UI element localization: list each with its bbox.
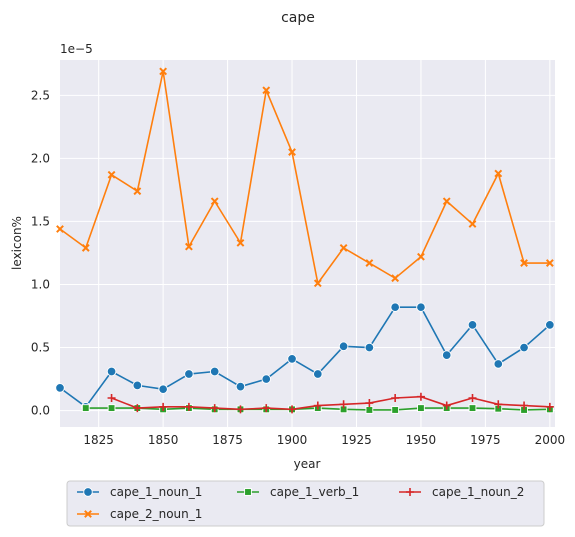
y-tick-label: 1.0	[31, 277, 50, 291]
legend-swatch-marker	[245, 489, 252, 496]
x-tick-label: 1950	[406, 433, 437, 447]
y-tick-label: 0.0	[31, 404, 50, 418]
y-axis-label: lexicon%	[10, 216, 24, 270]
x-tick-label: 2000	[535, 433, 566, 447]
data-point	[468, 321, 477, 330]
legend-swatch-marker	[84, 488, 93, 497]
data-point	[236, 382, 245, 391]
legend-label: cape_2_noun_1	[110, 507, 202, 521]
y-tick-label: 1.5	[31, 214, 50, 228]
data-point	[442, 351, 451, 360]
data-point	[133, 381, 142, 390]
data-point	[108, 405, 115, 412]
data-point	[418, 405, 425, 412]
x-tick-label: 1825	[83, 433, 114, 447]
data-point	[494, 360, 503, 369]
y-tick-label: 0.5	[31, 341, 50, 355]
data-point	[159, 385, 168, 394]
data-point	[185, 370, 194, 379]
data-point	[288, 355, 297, 364]
x-tick-label: 1875	[212, 433, 243, 447]
data-point	[417, 303, 426, 312]
x-tick-label: 1925	[341, 433, 372, 447]
data-point	[339, 342, 348, 351]
data-point	[314, 370, 323, 379]
legend-label: cape_1_noun_1	[110, 485, 202, 499]
chart-title: cape	[281, 10, 315, 26]
legend: cape_1_noun_1 cape_1_verb_1 cape_1_noun_2c…	[67, 481, 544, 526]
x-axis-label: year	[294, 457, 321, 471]
x-tick-label: 1850	[148, 433, 179, 447]
y-tick-label: 2.0	[31, 151, 50, 165]
data-point	[365, 343, 374, 352]
y-tick-label: 2.5	[31, 88, 50, 102]
data-point	[391, 303, 400, 312]
data-point	[469, 405, 476, 412]
data-point	[82, 405, 89, 412]
x-tick-label: 1900	[277, 433, 308, 447]
data-point	[546, 321, 555, 330]
data-point	[520, 343, 529, 352]
data-point	[262, 375, 271, 384]
data-point	[210, 367, 219, 376]
legend-label: cape_1_verb_1	[270, 485, 359, 499]
data-point	[56, 384, 65, 393]
y-offset-label: 1e−5	[60, 42, 93, 56]
data-point	[107, 367, 116, 376]
plot-area	[60, 60, 555, 427]
legend-label: cape_1_noun_2	[432, 485, 524, 499]
data-point	[366, 407, 373, 414]
data-point	[392, 407, 399, 414]
x-tick-labels: 1825 1850 1875 1900 1925 1950 1975 2000	[83, 433, 565, 447]
y-tick-labels: 0.0 0.5 1.0 1.5 2.0 2.5	[31, 88, 50, 417]
x-tick-label: 1975	[470, 433, 501, 447]
